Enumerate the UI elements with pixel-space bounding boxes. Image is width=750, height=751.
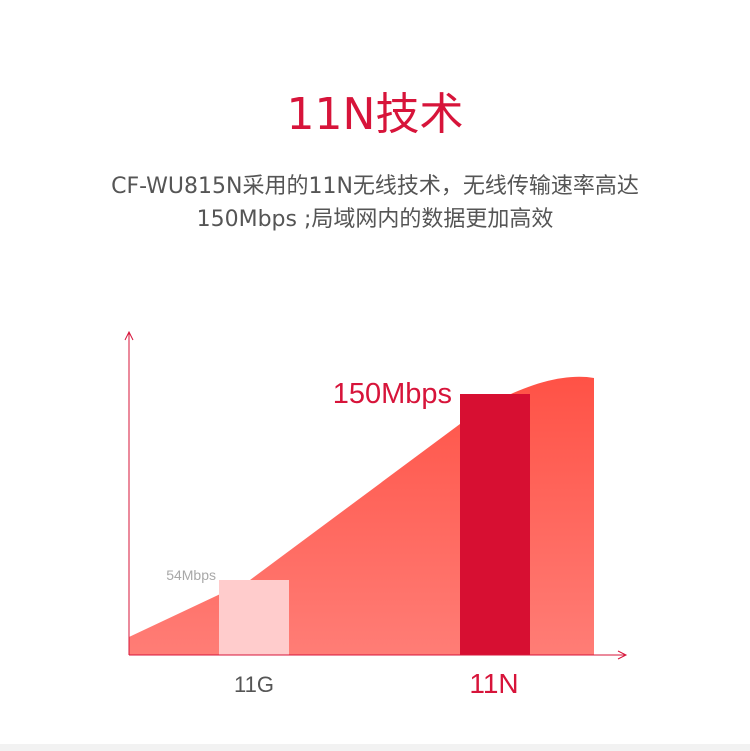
subtitle-line-2: 150Mbps ;局域网内的数据更加高效 <box>196 207 554 232</box>
x-axis-arrow <box>617 650 628 660</box>
bottom-divider <box>0 744 750 751</box>
data-label-11n: 150Mbps <box>333 378 452 410</box>
y-axis-arrow <box>124 330 134 341</box>
page-title: 11N技术 <box>286 89 464 140</box>
data-label-11g: 54Mbps <box>166 567 216 583</box>
tick-label-11n: 11N <box>469 668 518 699</box>
subtitle-line-1: CF-WU815N采用的11N无线技术，无线传输速率高达 <box>111 174 639 199</box>
tick-label-11g: 11G <box>234 672 274 697</box>
bar-11n <box>460 394 530 655</box>
bar-11g <box>219 580 289 655</box>
